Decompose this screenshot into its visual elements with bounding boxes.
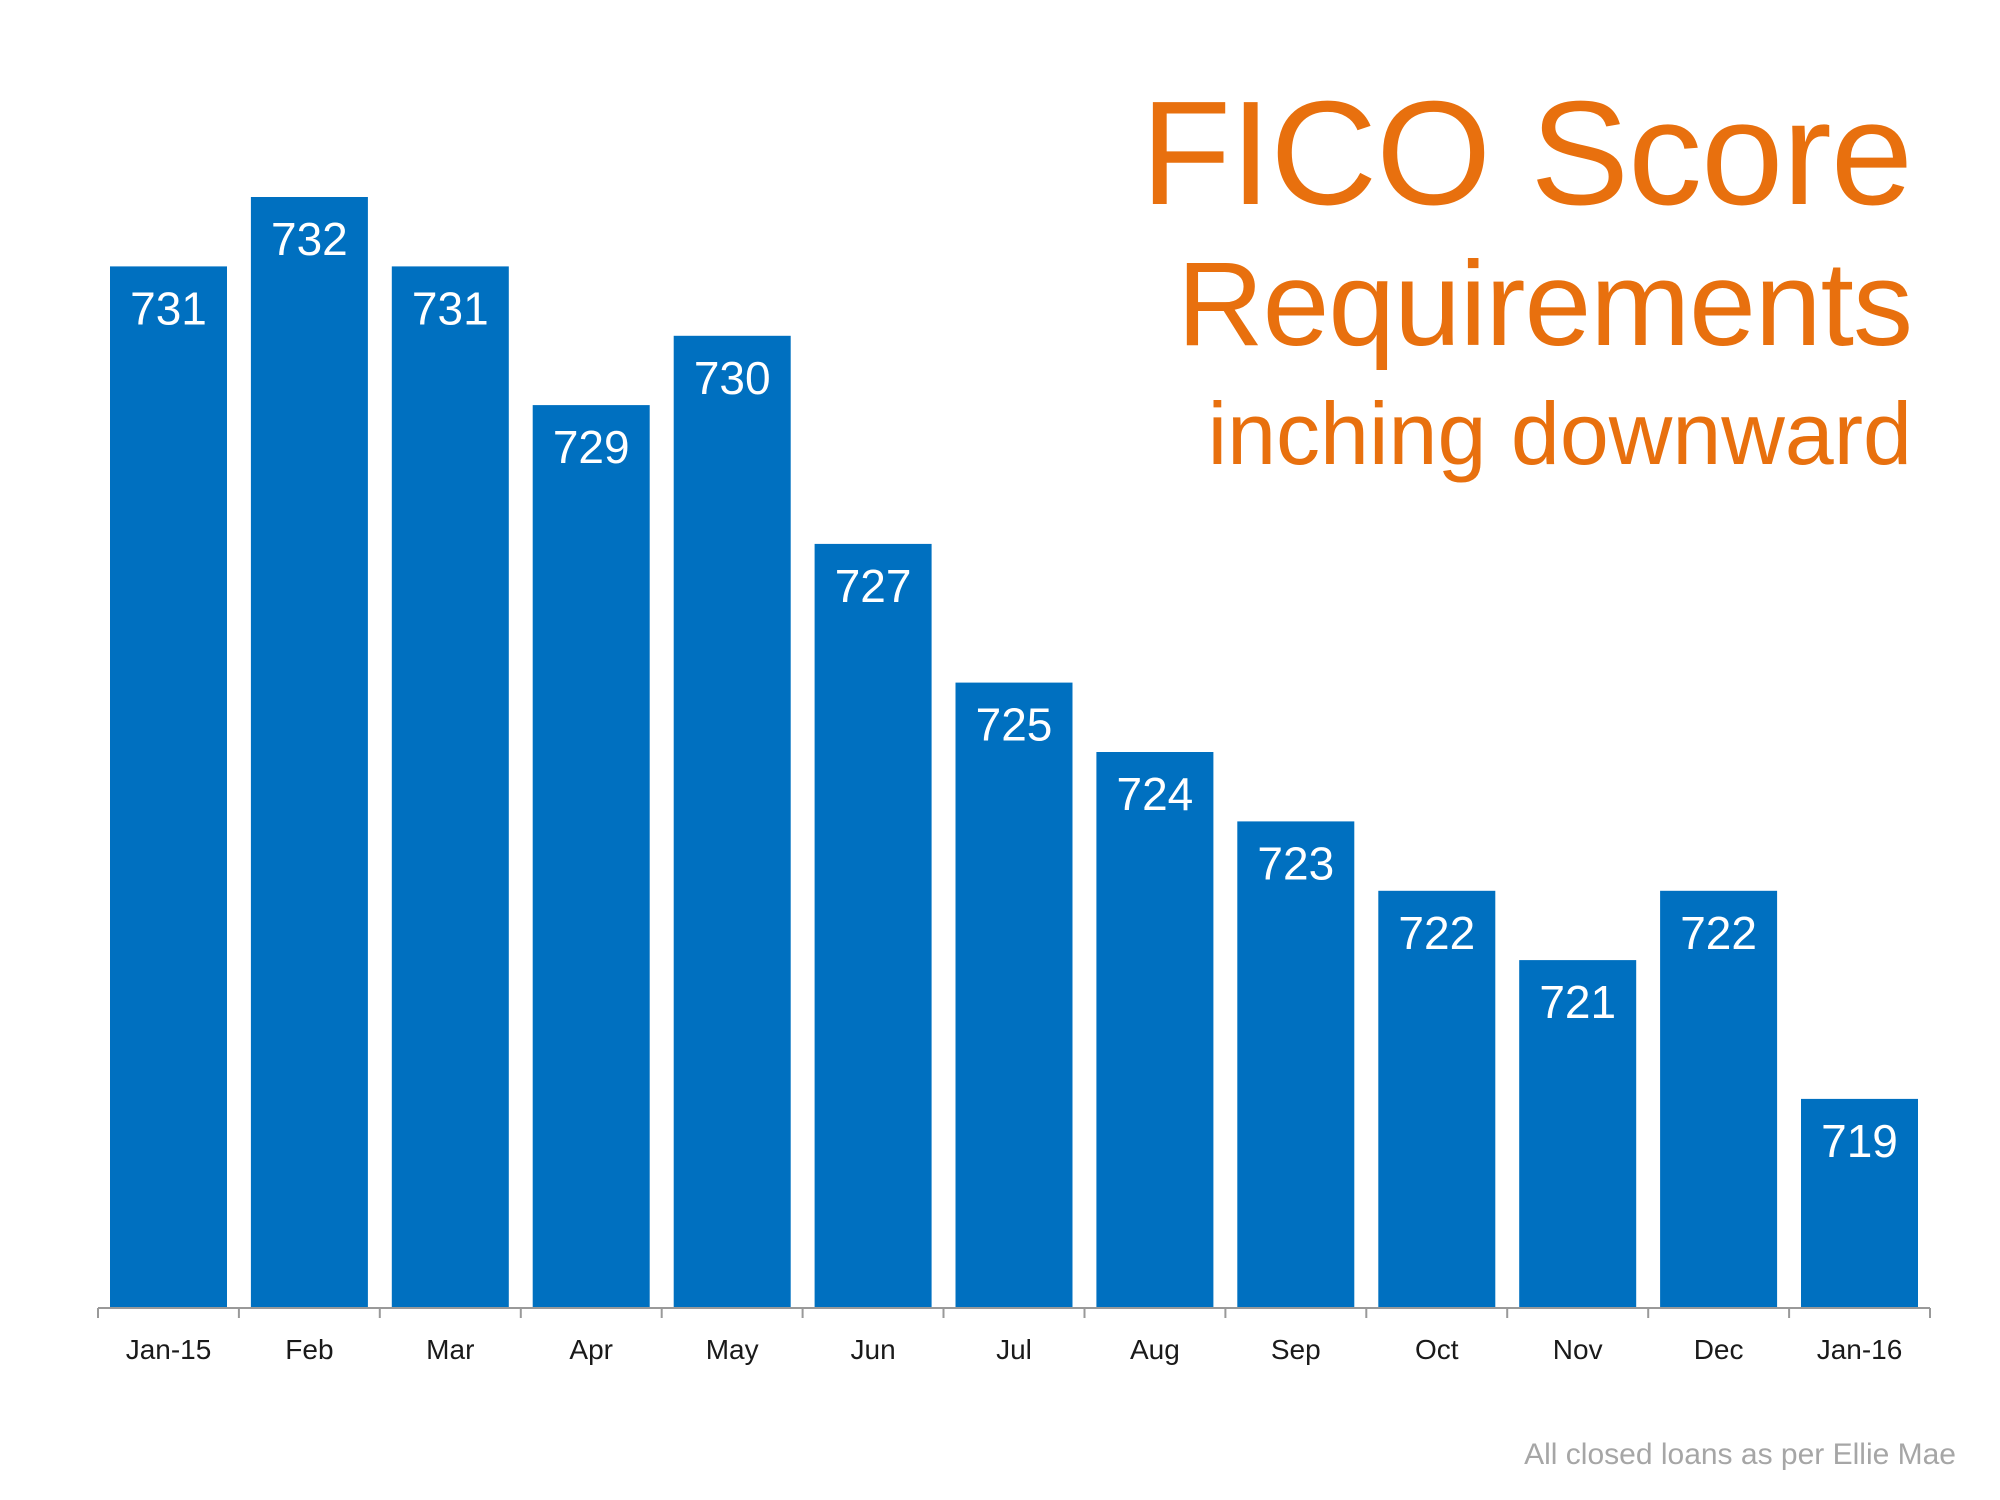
title-line-subtitle: inching downward — [1207, 384, 1912, 483]
bar-jan-16 — [1801, 1098, 1918, 1307]
bar-value-label: 722 — [1680, 907, 1757, 959]
bar-nov — [1519, 960, 1637, 1307]
x-tick-label: Apr — [569, 1334, 613, 1365]
bar-value-label: 722 — [1398, 907, 1475, 959]
source-note: All closed loans as per Ellie Mae — [1524, 1438, 1956, 1471]
bar-value-label: 732 — [271, 213, 348, 265]
x-tick-label: Jun — [851, 1334, 896, 1365]
bar-value-label: 729 — [553, 421, 630, 473]
bar-jun — [814, 543, 932, 1307]
bar-value-label: 727 — [835, 560, 912, 612]
title-line-requirements: Requirements — [1176, 237, 1913, 371]
bar-value-label: 719 — [1821, 1115, 1898, 1167]
x-tick-label: Sep — [1271, 1334, 1321, 1365]
bar-value-label: 725 — [976, 699, 1053, 751]
bar-may — [673, 335, 791, 1308]
x-tick-label: Feb — [285, 1334, 333, 1365]
x-tick-label: Oct — [1415, 1334, 1459, 1365]
bar-apr — [532, 405, 650, 1308]
title-line-fico-score: FICO Score — [1140, 71, 1913, 236]
bar-value-label: 724 — [1117, 768, 1194, 820]
bar-feb — [250, 197, 368, 1307]
chart-title: FICO Score Requirements inching downward — [1140, 71, 1913, 483]
bar-jan-15 — [110, 266, 227, 1307]
x-tick-label: Jan-15 — [126, 1334, 212, 1365]
bar-value-label: 730 — [694, 352, 771, 404]
x-tick-label: Jul — [996, 1334, 1032, 1365]
x-tick-label: Nov — [1553, 1334, 1603, 1365]
bar-mar — [391, 266, 509, 1307]
bar-value-label: 731 — [412, 282, 489, 334]
bar-sep — [1237, 821, 1355, 1307]
bar-oct — [1378, 890, 1496, 1308]
x-axis: Jan-15 Feb Mar Apr May Jun Jul Aug Sep Oct Nov Dec J… — [97, 1307, 1931, 1365]
bar-aug — [1096, 752, 1214, 1307]
x-tick-label: Mar — [426, 1334, 474, 1365]
bar-value-label: 723 — [1257, 837, 1334, 889]
bar-value-label: 731 — [130, 282, 207, 334]
bar-value-label: 721 — [1539, 976, 1616, 1028]
x-tick-label: Jan-16 — [1817, 1334, 1903, 1365]
bar-dec — [1660, 890, 1778, 1308]
x-tick-label: May — [706, 1334, 759, 1365]
x-tick-label: Dec — [1694, 1334, 1744, 1365]
bars: 731 732 731 729 730 727 725 724 723 722 721 722 719 — [110, 197, 1918, 1308]
bar-jul — [955, 682, 1073, 1307]
x-tick-label: Aug — [1130, 1334, 1180, 1365]
